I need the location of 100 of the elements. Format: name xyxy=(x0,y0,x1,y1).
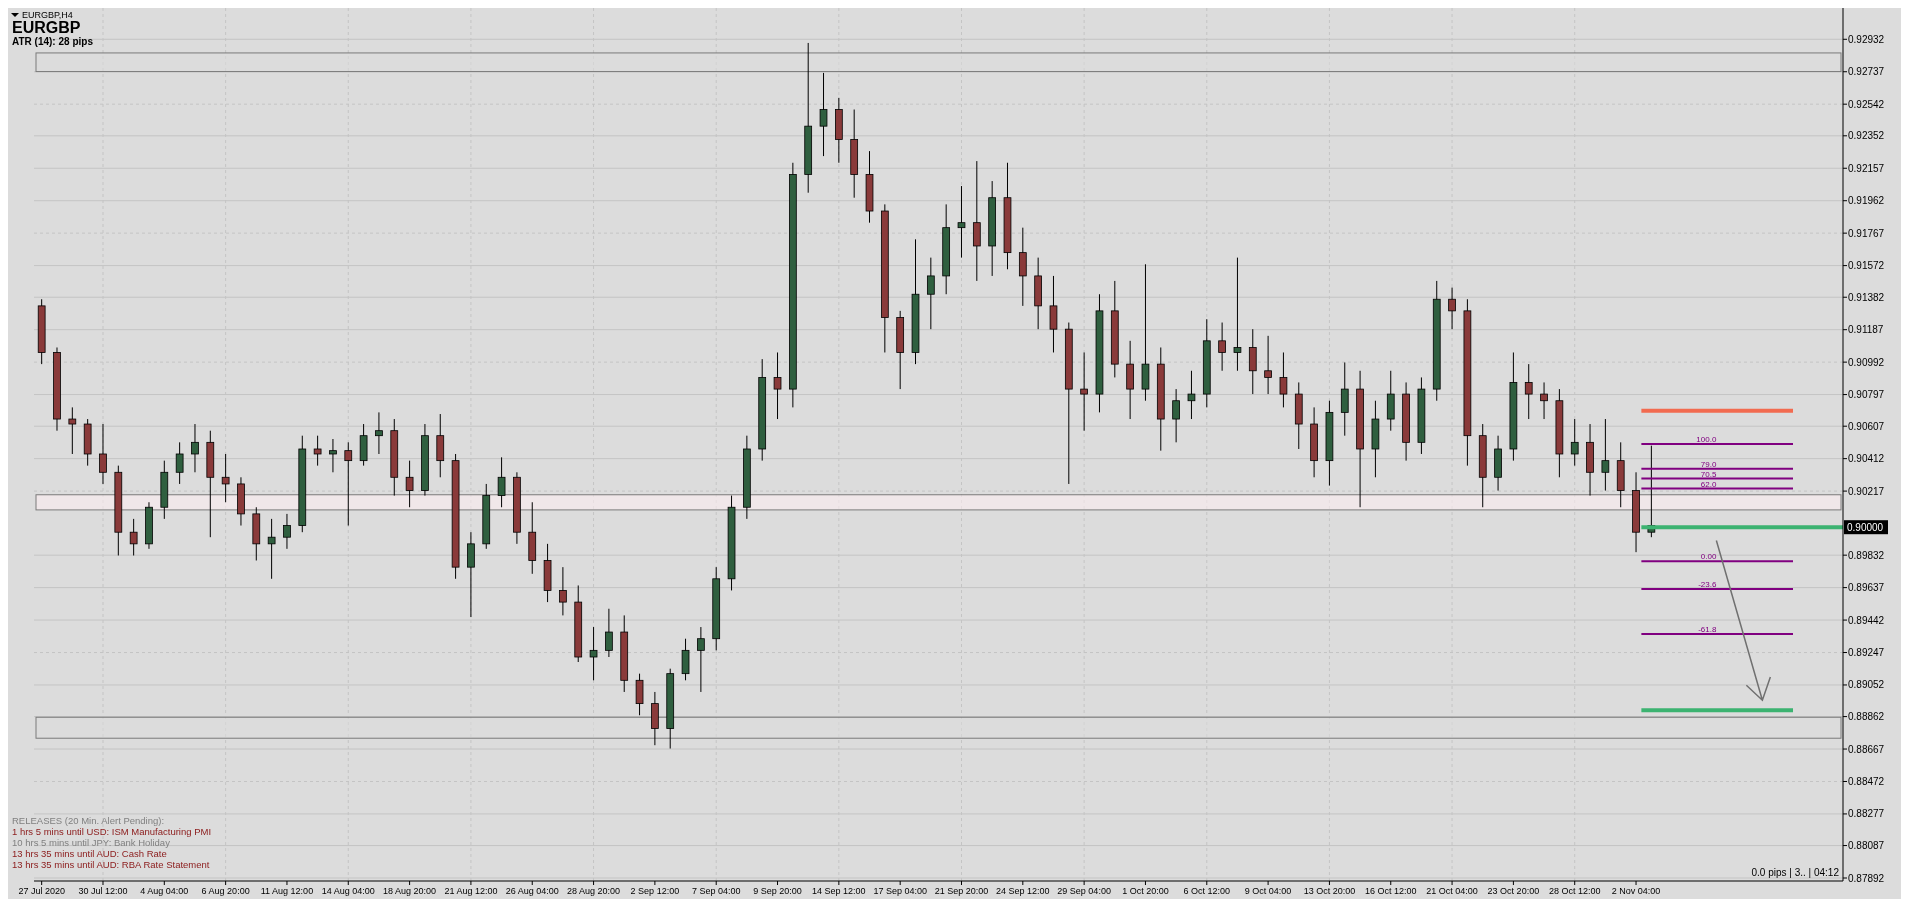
candlestick xyxy=(221,453,230,503)
candlestick xyxy=(957,185,966,259)
candlestick xyxy=(1218,322,1226,372)
candlestick xyxy=(405,460,414,508)
candlestick xyxy=(1264,335,1272,395)
x-tick-label: 28 Aug 20:00 xyxy=(567,886,621,896)
candlestick xyxy=(681,638,690,681)
y-tick-label: 0.89637 xyxy=(1848,582,1885,594)
y-tick-label: 0.92737 xyxy=(1848,66,1885,78)
x-tick-label: 14 Aug 04:00 xyxy=(321,886,375,896)
y-tick-label: 0.87892 xyxy=(1848,872,1885,884)
annotation: -23.6 xyxy=(1698,579,1717,589)
candlestick xyxy=(283,513,291,550)
x-tick-label: 2 Sep 12:00 xyxy=(630,886,680,896)
annotation: RELEASES (20 Min. Alert Pending): xyxy=(12,815,165,826)
x-tick-label: 11 Aug 12:00 xyxy=(260,886,314,896)
x-tick-label: 29 Sep 04:00 xyxy=(1057,886,1111,896)
x-tick-label: 6 Aug 20:00 xyxy=(201,886,250,896)
candlestick xyxy=(313,435,322,467)
y-tick-label: 0.92932 xyxy=(1848,33,1885,45)
chart-subtitle: EURGBP,H4 xyxy=(22,10,73,20)
candlestick xyxy=(1540,381,1548,420)
x-tick-label: 18 Aug 20:00 xyxy=(383,886,437,896)
candlestick xyxy=(1187,370,1196,420)
x-tick-label: 26 Aug 04:00 xyxy=(505,886,559,896)
candlestick xyxy=(1448,287,1456,330)
candlestick xyxy=(1080,351,1088,432)
annotation: 79.0 xyxy=(1700,459,1717,469)
annotation: 0.00 xyxy=(1700,552,1717,562)
x-tick-label: 9 Oct 04:00 xyxy=(1244,886,1292,896)
x-tick-label: 17 Sep 04:00 xyxy=(873,886,927,896)
x-tick-label: 2 Nov 04:00 xyxy=(1611,886,1661,896)
candlestick xyxy=(1524,363,1533,420)
annotation: 10 hrs 5 mins until JPY: Bank Holiday xyxy=(12,837,171,848)
candlestick xyxy=(589,626,598,681)
candlestick xyxy=(99,423,107,485)
y-tick-label: 0.88087 xyxy=(1848,840,1885,852)
x-tick-label: 4 Aug 04:00 xyxy=(140,886,189,896)
candlestick xyxy=(819,72,828,157)
y-tick-label: 0.89247 xyxy=(1848,647,1885,659)
candlestick xyxy=(1570,418,1579,467)
y-tick-label: 0.91962 xyxy=(1848,195,1885,207)
y-tick-label: 0.91382 xyxy=(1848,291,1885,303)
y-tick-label: 0.92352 xyxy=(1848,130,1885,142)
y-tick-label: 0.88472 xyxy=(1848,775,1885,787)
candlestick xyxy=(1340,361,1349,437)
x-tick-label: 30 Jul 12:00 xyxy=(78,886,128,896)
x-tick-label: 6 Oct 12:00 xyxy=(1183,886,1231,896)
ref-line-label: 0.90000 xyxy=(1847,522,1884,534)
y-tick-label: 0.90217 xyxy=(1848,485,1885,497)
x-tick-label: 23 Oct 20:00 xyxy=(1487,886,1540,896)
candlestick xyxy=(129,518,138,556)
x-tick-label: 21 Aug 12:00 xyxy=(444,886,498,896)
y-tick-label: 0.91572 xyxy=(1848,260,1885,272)
y-tick-label: 0.90797 xyxy=(1848,389,1885,401)
candlestick xyxy=(1279,351,1288,408)
candlestick xyxy=(68,406,77,455)
candlestick xyxy=(773,351,782,420)
y-tick-label: 0.88667 xyxy=(1848,743,1885,755)
y-tick-label: 0.90607 xyxy=(1848,420,1885,432)
text: EURGBP xyxy=(12,19,81,36)
candlestick xyxy=(344,441,353,527)
x-tick-label: 16 Oct 12:00 xyxy=(1364,886,1417,896)
x-tick-label: 21 Oct 04:00 xyxy=(1426,886,1478,896)
y-tick-label: 0.89442 xyxy=(1848,614,1885,626)
candlestick xyxy=(329,438,337,473)
x-tick-label: 14 Sep 12:00 xyxy=(812,886,866,896)
annotation: 13 hrs 35 mins until AUD: Cash Rate xyxy=(12,848,167,859)
y-tick-label: 0.91187 xyxy=(1848,324,1884,336)
annotation: 13 hrs 35 mins until AUD: RBA Rate Statement xyxy=(12,859,210,870)
x-tick-label: 13 Oct 20:00 xyxy=(1303,886,1356,896)
candlestick xyxy=(497,456,506,508)
y-tick-label: 0.89052 xyxy=(1848,679,1885,691)
candlestick xyxy=(267,518,276,580)
y-tick-label: 0.88862 xyxy=(1848,711,1885,723)
candlestick xyxy=(697,626,705,693)
candlestick xyxy=(1172,388,1180,443)
candlestick xyxy=(1248,328,1257,395)
candlestick xyxy=(1049,275,1058,353)
candlestick xyxy=(191,423,199,473)
x-tick-label: 28 Oct 12:00 xyxy=(1548,886,1601,896)
y-tick-label: 0.89832 xyxy=(1848,549,1885,561)
annotation: 100.0 xyxy=(1696,435,1717,444)
annotation: 1 hrs 5 mins until USD: ISM Manufacturing PMI xyxy=(12,826,212,837)
annotation: 0.0 pips | 3.. | 04:12 xyxy=(1751,867,1840,878)
x-tick-label: 27 Jul 2020 xyxy=(18,886,65,896)
x-tick-label: 24 Sep 12:00 xyxy=(996,886,1050,896)
x-tick-label: 7 Sep 04:00 xyxy=(691,886,741,896)
y-tick-label: 0.90412 xyxy=(1848,453,1885,465)
candlestick xyxy=(635,673,644,716)
candlestick xyxy=(1018,227,1027,307)
y-tick-label: 0.90992 xyxy=(1848,356,1885,368)
y-tick-label: 0.92157 xyxy=(1848,162,1885,174)
candlestick xyxy=(1233,257,1242,372)
x-tick-label: 9 Sep 20:00 xyxy=(753,886,802,896)
candlestick xyxy=(605,608,613,658)
annotation: ATR (14): 28 pips xyxy=(12,36,94,47)
x-tick-label: 1 Oct 20:00 xyxy=(1122,886,1169,896)
y-tick-label: 0.88277 xyxy=(1848,808,1885,820)
annotation: -61.8 xyxy=(1698,624,1717,634)
